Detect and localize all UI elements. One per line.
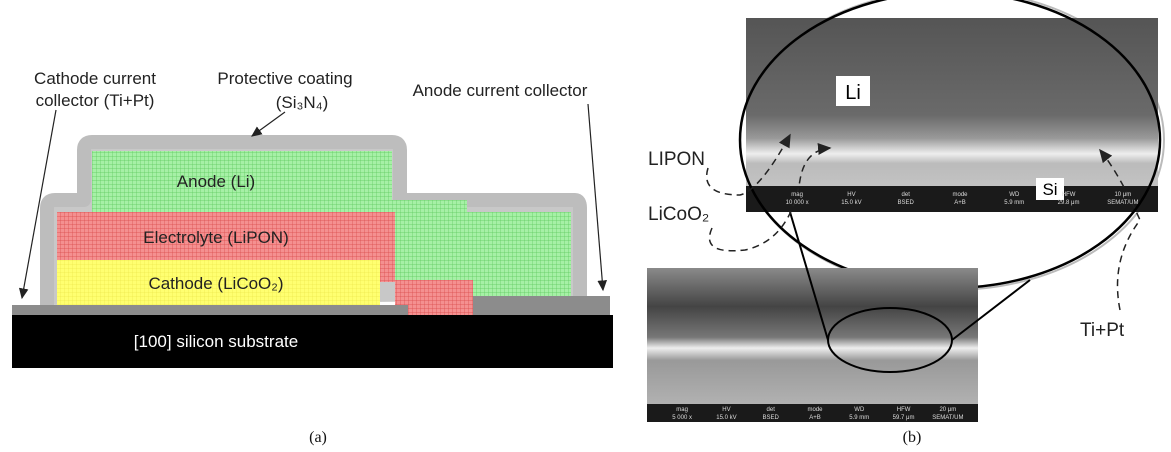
label: Anode current collector — [413, 81, 588, 100]
sem-info: 10 000 x — [786, 200, 809, 206]
sem-info: 5.9 mm — [1004, 200, 1024, 206]
sem-info: 15.0 kV — [716, 415, 736, 421]
sem-bar — [746, 186, 1158, 212]
sem-info: 20 μm — [939, 407, 956, 413]
label: Protective coating — [217, 69, 352, 88]
label: Cathode current — [34, 69, 156, 88]
label: (Si₃N₄) — [276, 93, 329, 112]
arrow — [252, 112, 285, 136]
sem-info: 59.7 μm — [893, 415, 915, 421]
anode-collector — [473, 296, 610, 315]
label: Electrolyte (LiPON) — [143, 228, 288, 247]
label: LiCoO₂ — [648, 204, 709, 225]
caption: (a) — [309, 429, 327, 446]
sem-info: 15.0 kV — [841, 200, 861, 206]
sem-info: HV — [722, 407, 730, 413]
sem-info: mag — [791, 192, 803, 198]
figure: Cathode current collector (Ti+Pt) Protec… — [0, 0, 1171, 452]
label: Ti+Pt — [1080, 320, 1125, 341]
substrate — [12, 315, 613, 368]
sem-info: det — [902, 192, 911, 198]
anode-layer — [465, 212, 571, 298]
label: Anode (Li) — [177, 172, 255, 191]
electrolyte-layer — [380, 262, 395, 282]
anode-layer — [392, 200, 467, 282]
label: [100] silicon substrate — [134, 332, 298, 351]
label: Si — [1042, 180, 1057, 199]
sem-info: HFW — [897, 407, 911, 413]
sem-image — [746, 18, 1158, 212]
cathode-collector — [12, 305, 408, 315]
arrow — [588, 104, 603, 290]
sem-info: mag — [676, 407, 688, 413]
diagram-a: Cathode current collector (Ti+Pt) Protec… — [12, 69, 613, 446]
label: Cathode (LiCoO₂) — [148, 274, 283, 293]
sem-info: A+B — [954, 200, 966, 206]
sem-info: WD — [854, 407, 865, 413]
sem-info: SEMAT/UM — [932, 415, 963, 421]
caption: (b) — [903, 429, 922, 446]
label: collector (Ti+Pt) — [36, 91, 155, 110]
sem-info: SEMAT/UM — [1107, 200, 1138, 206]
label: LIPON — [648, 149, 705, 170]
sem-info: 5 000 x — [672, 415, 692, 421]
sem-info: BSED — [763, 415, 780, 421]
sem-info: mode — [807, 407, 823, 413]
sem-info: BSED — [898, 200, 915, 206]
sem-info: 10 μm — [1114, 192, 1131, 198]
sem-info: 29.8 μm — [1058, 200, 1080, 206]
sem-info: 5.9 mm — [849, 415, 869, 421]
diagram-b: Li Si LIPON LiCoO₂ Ti+Pt (b) — [647, 0, 1164, 446]
sem-info: mode — [952, 192, 968, 198]
sem-info: det — [767, 407, 776, 413]
sem-info: HFW — [1062, 192, 1076, 198]
sem-info: HV — [847, 192, 855, 198]
sem-info: WD — [1009, 192, 1020, 198]
sem-info: A+B — [809, 415, 821, 421]
label: Li — [845, 82, 861, 104]
